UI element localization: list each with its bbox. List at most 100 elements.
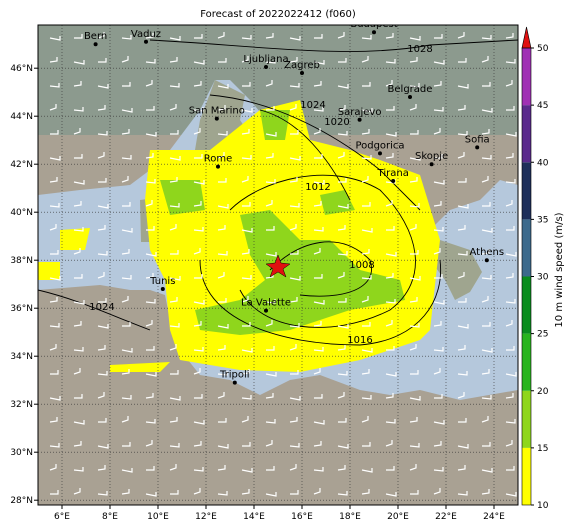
barb [121,395,132,400]
y-tick-label: 32°N [10,400,33,410]
city-marker [429,162,434,167]
barb [121,108,133,113]
barb [457,345,466,351]
city-label: Athens [469,247,504,258]
x-tick-label: 22°E [435,512,457,522]
barb [169,156,181,161]
barb [169,344,177,351]
barb [121,416,129,423]
barb [217,272,225,279]
barb [361,176,369,183]
barb [457,105,466,111]
barb [266,106,275,111]
isobar-label: 1008 [349,260,374,271]
barb [409,203,420,208]
barb [434,34,443,39]
barb [361,129,370,135]
barb [313,60,325,65]
barb [49,323,60,328]
barb [146,346,155,351]
barb [313,368,321,375]
barb [49,83,60,88]
barb [410,130,419,135]
barb [433,180,445,185]
barb [457,131,468,136]
barb [409,417,418,423]
barb [433,321,442,327]
barb [217,84,229,89]
barb [409,36,421,41]
barb [241,468,253,473]
barb [289,203,300,208]
barb [146,106,155,111]
colorbar-tick-label: 20 [537,387,549,397]
colorbar-band [522,105,531,163]
barb [73,368,81,375]
city-marker [216,164,220,169]
barb [122,442,131,447]
barb [505,33,514,39]
barb [433,81,442,87]
barb [385,132,397,137]
barb [73,488,81,495]
barb [122,82,131,87]
city-label: Tunis [149,276,175,287]
isobar-label: 1020 [324,117,349,128]
barb [409,177,418,183]
barb [169,323,180,328]
barb [217,152,225,159]
barb [481,228,493,233]
barb [73,420,85,425]
barb [265,320,273,327]
city-label: Vaduz [131,29,161,40]
barb [218,298,227,303]
barb [289,104,297,111]
barb [73,321,82,327]
barb [97,251,108,256]
barb [337,465,346,471]
barb [121,249,130,255]
axes: 6°E 8°E 10°E 12°E 14°E 16°E 18°E 20°E 22°E 24°E 28… [10,64,505,522]
barb [505,132,517,137]
barb [73,441,82,447]
barb [73,347,84,352]
city-marker [372,30,376,35]
y-tick-label: 28°N [10,496,33,506]
barb [313,321,322,327]
barb [193,321,202,327]
map-frame [37,24,519,506]
isobars [38,39,518,346]
city-label: Sofia [465,134,490,145]
barb [97,84,109,89]
barb [362,82,371,87]
barb [169,443,180,448]
barb [481,176,489,183]
barb [241,108,253,113]
barb [505,320,513,327]
barb [242,202,251,207]
x-tick-label: 24°E [483,512,505,522]
barb [98,58,107,63]
barb [265,299,276,304]
barb [410,370,419,375]
barb [266,226,275,231]
barb [361,296,369,303]
city-label: Tripoli [219,370,250,381]
barb [337,152,345,159]
x-tick-label: 8°E [102,512,118,522]
barb [122,322,131,327]
city-label: Budapest [350,19,397,30]
y-tick-label: 30°N [10,448,33,458]
city-label: Zagreb [284,60,320,71]
barb [194,394,203,399]
barb [361,348,373,353]
barb [290,490,299,495]
barb [505,419,516,424]
barb [433,227,444,232]
barb [73,107,84,112]
barb [170,370,179,375]
barb [289,297,298,303]
barb [385,252,397,257]
barb [410,490,419,495]
barb [313,347,324,352]
